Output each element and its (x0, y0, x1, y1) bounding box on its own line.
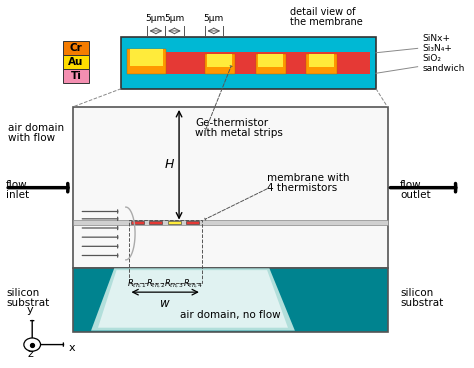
Text: $R_{th,2}$: $R_{th,2}$ (146, 277, 166, 290)
Text: detail view of: detail view of (290, 7, 356, 17)
Text: z: z (27, 349, 34, 360)
Bar (149, 221, 163, 224)
Circle shape (24, 338, 41, 351)
Bar (307, 54, 337, 74)
Text: 4 thermistors: 4 thermistors (267, 183, 337, 192)
Bar (128, 220, 202, 283)
Text: 5μm: 5μm (204, 14, 224, 24)
Bar (168, 221, 181, 224)
Bar (258, 54, 283, 67)
Bar (309, 54, 334, 67)
Bar (63, 55, 89, 69)
Text: with flow: with flow (8, 133, 55, 143)
Text: membrane with: membrane with (267, 173, 350, 183)
Text: air domain: air domain (8, 123, 64, 133)
Text: air domain, no flow: air domain, no flow (180, 310, 280, 320)
Text: the membrane: the membrane (290, 17, 363, 26)
Text: $R_{th,4}$: $R_{th,4}$ (183, 277, 203, 290)
Text: Cr: Cr (70, 43, 82, 53)
Bar (186, 221, 200, 224)
Text: y: y (27, 305, 33, 315)
Bar (127, 52, 370, 74)
Text: x: x (68, 343, 75, 353)
Text: Au: Au (68, 57, 84, 67)
Text: SiNx+: SiNx+ (422, 34, 450, 43)
Bar (73, 220, 388, 225)
Text: flow: flow (6, 180, 28, 190)
Bar (205, 54, 235, 74)
Text: H: H (164, 158, 173, 171)
Polygon shape (98, 270, 288, 328)
Bar (73, 268, 388, 332)
Bar (127, 49, 166, 74)
Text: outlet: outlet (400, 190, 431, 199)
Text: $R_{th,1}$: $R_{th,1}$ (128, 277, 147, 290)
Bar (63, 69, 89, 83)
Text: $R_{th,3}$: $R_{th,3}$ (164, 277, 184, 290)
Text: substrat: substrat (6, 298, 49, 308)
Polygon shape (91, 268, 295, 330)
Text: sandwich: sandwich (422, 64, 465, 73)
Bar (131, 221, 144, 224)
Text: flow: flow (400, 180, 422, 190)
Bar (63, 41, 89, 55)
Bar (255, 54, 286, 74)
Text: 5μm: 5μm (164, 14, 184, 24)
Text: inlet: inlet (6, 190, 29, 199)
Bar (121, 38, 376, 89)
Text: with metal strips: with metal strips (195, 128, 283, 138)
Text: 5μm: 5μm (146, 14, 166, 24)
Text: Si₃N₄+: Si₃N₄+ (422, 44, 452, 53)
Text: substrat: substrat (400, 298, 443, 308)
Text: silicon: silicon (400, 288, 433, 298)
Text: silicon: silicon (6, 288, 39, 298)
Text: SiO₂: SiO₂ (422, 54, 441, 63)
Bar (73, 107, 388, 268)
Bar (130, 49, 163, 66)
Text: Ti: Ti (71, 71, 82, 81)
Text: w: w (160, 297, 170, 309)
Text: Ge-thermistor: Ge-thermistor (195, 118, 268, 128)
Bar (207, 54, 232, 67)
